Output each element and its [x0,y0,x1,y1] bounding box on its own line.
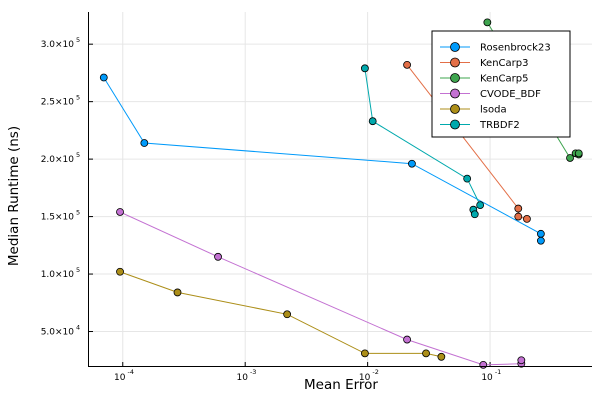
data-point [517,356,526,365]
data-point [483,18,492,27]
x-tick-label: 10 [236,373,248,383]
data-point [479,360,488,369]
legend-label: KenCarp3 [480,58,528,69]
y-tick-exponent: 5 [76,209,80,217]
y-tick-exponent: 5 [76,151,80,159]
data-point [536,236,545,245]
y-axis-line [88,12,89,367]
y-tick-label: 1.5×10 [41,213,75,223]
data-point [574,149,583,158]
legend-entry: TRBDF2 [440,119,520,131]
data-point [536,229,545,238]
series-trbdf2 [361,64,485,219]
data-point [470,210,479,219]
y-tick-exponent: 4 [76,324,80,332]
plot-series [99,18,583,369]
y-tick-exponent: 5 [76,266,80,274]
legend-marker [450,73,460,83]
series-rosenbrock23 [99,73,545,245]
y-tick-label: 1.0×10 [41,270,75,280]
legend-label: CVODE_BDF [480,89,541,100]
x-tick-label: 10 [359,373,371,383]
x-tick-label: 10 [114,373,126,383]
x-tick-label: 10 [481,373,493,383]
data-point [116,208,124,216]
legend-entry: CVODE_BDF [440,88,541,100]
data-point [403,60,411,69]
series-lsoda [116,267,446,361]
y-tick-exponent: 5 [76,94,80,102]
legend-entry: KenCarp3 [440,57,528,69]
data-point [173,288,182,297]
x-tick-exponent: -4 [128,368,134,376]
data-point [368,117,377,126]
data-point [361,64,369,73]
legend-entry: lsoda [440,104,507,116]
data-point [214,252,222,261]
x-tick-exponent: -3 [250,368,256,376]
data-point [403,335,411,344]
gridlines [89,12,592,366]
x-tick-exponent: -2 [372,368,378,376]
data-point [437,352,446,361]
legend-label: lsoda [480,105,507,116]
data-point [408,159,416,168]
data-point [476,201,485,209]
x-tick-exponent: -1 [495,368,501,376]
y-axis-title: Median Runtime (ns) [6,126,22,266]
series-line [119,211,522,366]
data-point [361,349,369,358]
legend: Rosenbrock23 KenCarp3 KenCarp5 CVODE_BDFlso… [431,30,571,138]
y-tick-label: 5.0×10 [41,328,75,338]
data-point [422,349,430,358]
y-tick-labels: 5.0×10 41.0×10 51.5×10 52.0×10 52.5×10 53.0×1… [41,36,80,337]
legend-marker [450,42,460,52]
legend-marker [450,88,460,99]
data-point [116,267,124,276]
data-point [514,204,523,213]
x-axis-line [88,366,592,367]
data-point [463,174,472,183]
legend-entry: Rosenbrock23 [440,42,551,54]
legend-label: TRBDF2 [479,120,520,131]
legend-label: KenCarp5 [480,74,528,85]
data-point [140,139,149,147]
legend-entry: KenCarp5 [440,73,528,85]
series-cvode-bdf [116,208,526,369]
data-point [99,73,108,82]
x-tick-labels: 10-410-310-210-1 [114,368,501,383]
legend-marker [450,104,460,114]
legend-marker [450,119,460,130]
y-tick-exponent: 5 [76,36,80,44]
y-tick-label: 2.5×10 [41,98,75,108]
data-point [514,212,523,221]
data-point [566,154,574,162]
legend-label: Rosenbrock23 [480,43,551,54]
legend-marker [450,57,460,68]
x-axis-title: Mean Error [304,377,378,393]
data-point [523,214,531,223]
data-point [283,310,292,319]
y-tick-label: 3.0×10 [41,40,75,50]
y-tick-label: 2.0×10 [41,155,75,165]
